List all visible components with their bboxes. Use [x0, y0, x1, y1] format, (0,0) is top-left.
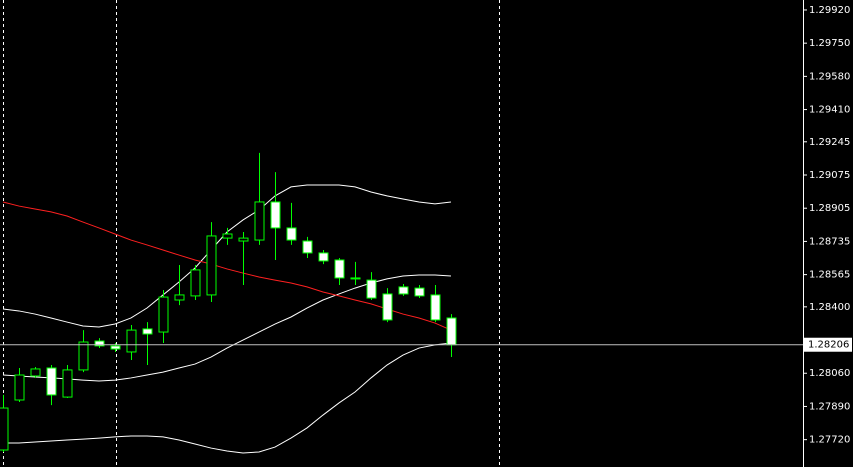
indicator-line [2, 201, 452, 331]
candle-body [14, 374, 25, 401]
y-tick-label: 1.28905 [809, 203, 850, 214]
candle-body [174, 294, 185, 301]
y-tick-label: 1.29920 [809, 5, 850, 16]
y-tick-label: 1.29750 [809, 38, 850, 49]
candle-body [94, 340, 105, 347]
indicator-line [3, 342, 452, 454]
candle-body [158, 296, 169, 333]
candle-body [206, 235, 217, 296]
candle-body [0, 407, 9, 451]
candle-body [222, 233, 233, 239]
y-tick-label: 1.28565 [809, 270, 850, 281]
y-tick-label: 1.28400 [809, 302, 850, 313]
y-tick-label: 1.29580 [809, 71, 850, 82]
y-tick-label: 1.28060 [809, 368, 850, 379]
candle-body [270, 201, 281, 229]
candle-body [30, 368, 41, 377]
candle-body [382, 293, 393, 321]
candle-body [318, 252, 329, 262]
candle-body [366, 279, 377, 299]
candle-body [190, 269, 201, 297]
y-tick-label: 1.29410 [809, 105, 850, 116]
candle-body [414, 287, 425, 297]
y-tick-label: 1.29075 [809, 170, 850, 181]
candle-body [46, 367, 57, 396]
candle-body [238, 237, 249, 242]
candle-body [110, 345, 121, 350]
candle-body [398, 286, 409, 295]
candle-body [302, 240, 313, 254]
candle-body [126, 329, 137, 353]
y-tick-label: 1.27890 [809, 401, 850, 412]
y-tick-label: 1.27720 [809, 435, 850, 446]
y-tick-label: 1.29245 [809, 137, 850, 148]
current-price-label: 1.28206 [808, 340, 849, 351]
candle-body [78, 341, 89, 371]
candle-body [430, 294, 441, 321]
candle-body [254, 201, 265, 241]
candle-body [334, 259, 345, 279]
candle-body [286, 227, 297, 241]
candle-body [62, 369, 73, 398]
y-tick-label: 1.28735 [809, 236, 850, 247]
current-price-box [804, 337, 852, 352]
candle-body [446, 317, 457, 346]
candle-body [142, 328, 153, 335]
candle-body [350, 277, 361, 280]
